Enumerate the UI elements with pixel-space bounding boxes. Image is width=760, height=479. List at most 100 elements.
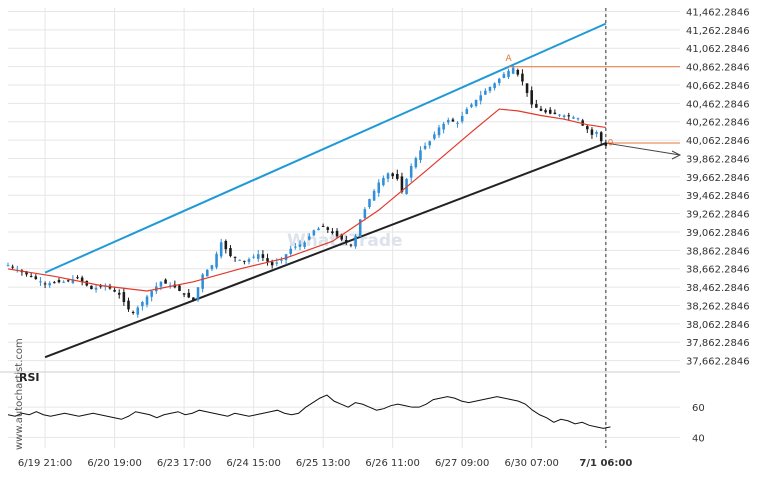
candle-body xyxy=(525,83,529,93)
candle-body xyxy=(507,70,510,77)
candle-body xyxy=(80,277,84,282)
candle-body xyxy=(145,296,149,305)
y-tick-label: 37,662.2846 xyxy=(686,357,750,368)
x-tick-label: 6/20 19:00 xyxy=(87,458,141,469)
y-tick-label: 39,862.2846 xyxy=(686,154,750,165)
y-tick-label: 39,662.2846 xyxy=(686,173,750,184)
candle-body xyxy=(331,231,334,234)
candle-body xyxy=(409,166,413,178)
candle-body xyxy=(414,158,418,168)
channel-upper-line xyxy=(44,22,607,274)
rsi-y-tick-label: 40 xyxy=(692,433,705,444)
candle-body xyxy=(456,122,459,124)
candle-body xyxy=(372,190,376,201)
candle-body xyxy=(252,256,255,258)
price-panel: A0 xyxy=(6,8,682,448)
candle-body xyxy=(530,90,533,105)
candle-body xyxy=(470,104,473,107)
x-tick-label: 7/1 06:00 xyxy=(579,458,632,469)
pattern-point-label: 0 xyxy=(608,138,614,148)
candle-body xyxy=(238,259,241,261)
candle-body xyxy=(321,225,325,227)
candle-body xyxy=(349,244,353,246)
candle-body xyxy=(275,262,279,264)
x-tick-label: 6/30 07:00 xyxy=(504,458,558,469)
candle-body xyxy=(270,262,274,266)
candle-body xyxy=(298,244,302,247)
candle-body xyxy=(442,123,445,130)
rsi-label: RSI xyxy=(19,371,40,384)
y-tick-label: 40,462.2846 xyxy=(686,99,750,110)
candle-body xyxy=(460,115,464,122)
candle-body xyxy=(312,230,316,236)
candle-body xyxy=(382,177,385,186)
candle-body xyxy=(233,256,237,258)
candle-body xyxy=(201,274,204,289)
candle-body xyxy=(307,236,311,240)
candle-body xyxy=(558,114,561,116)
y-tick-label: 37,862.2846 xyxy=(686,338,750,349)
candle-body xyxy=(576,118,580,120)
candle-body xyxy=(479,95,482,101)
candle-body xyxy=(511,67,515,74)
candle-body xyxy=(484,90,487,95)
candle-body xyxy=(210,265,214,270)
candle-body xyxy=(94,287,98,290)
candle-body xyxy=(289,248,292,254)
y-tick-label: 38,262.2846 xyxy=(686,301,750,312)
watermark-logo: What2Trade xyxy=(287,231,403,251)
candle-body xyxy=(192,297,195,301)
y-tick-label: 41,262.2846 xyxy=(686,26,750,37)
candle-body xyxy=(599,132,603,142)
rsi-y-tick-label: 60 xyxy=(692,403,705,414)
candle-body xyxy=(345,239,348,243)
candle-body xyxy=(113,289,116,292)
candle-body xyxy=(317,228,320,231)
x-tick-label: 6/26 11:00 xyxy=(365,458,419,469)
candle-body xyxy=(363,209,367,218)
candle-body xyxy=(224,240,228,250)
candle-body xyxy=(178,285,181,291)
candle-body xyxy=(122,292,126,303)
candle-body xyxy=(493,83,496,89)
candle-body xyxy=(43,283,47,285)
candle-body xyxy=(326,227,330,230)
candle-body xyxy=(280,259,283,261)
candle-body xyxy=(71,279,75,283)
candle-body xyxy=(340,234,343,240)
pattern-point-label: A xyxy=(505,54,512,64)
y-tick-label: 38,462.2846 xyxy=(686,283,750,294)
candle-body xyxy=(182,293,186,295)
candle-body xyxy=(243,260,246,262)
y-tick-label: 38,862.2846 xyxy=(686,246,750,257)
x-tick-label: 6/24 15:00 xyxy=(226,458,280,469)
grid xyxy=(0,8,680,448)
x-tick-label: 6/25 13:00 xyxy=(296,458,350,469)
candle-body xyxy=(368,199,371,208)
candle-body xyxy=(206,269,209,277)
candle-body xyxy=(400,176,404,192)
candle-body xyxy=(48,283,51,286)
candle-body xyxy=(358,219,362,237)
candle-body xyxy=(335,230,339,237)
candle-body xyxy=(303,242,306,247)
candle-body xyxy=(39,281,42,283)
candle-body xyxy=(294,246,297,248)
y-tick-label: 40,062.2846 xyxy=(686,136,750,147)
candle-body xyxy=(419,150,422,161)
candle-body xyxy=(474,99,478,106)
forecast-arrowhead xyxy=(671,150,682,160)
candle-body xyxy=(595,132,598,134)
candle-body xyxy=(117,292,121,295)
candle-body xyxy=(548,109,552,114)
candle-body xyxy=(572,117,575,119)
candle-body xyxy=(57,280,61,283)
candle-body xyxy=(539,108,543,111)
candle-body xyxy=(90,285,93,290)
watermark-side-text: www.autochartist.com xyxy=(14,338,25,450)
candle-body xyxy=(25,271,28,275)
candle-body xyxy=(229,247,232,257)
candle-body xyxy=(516,69,520,75)
